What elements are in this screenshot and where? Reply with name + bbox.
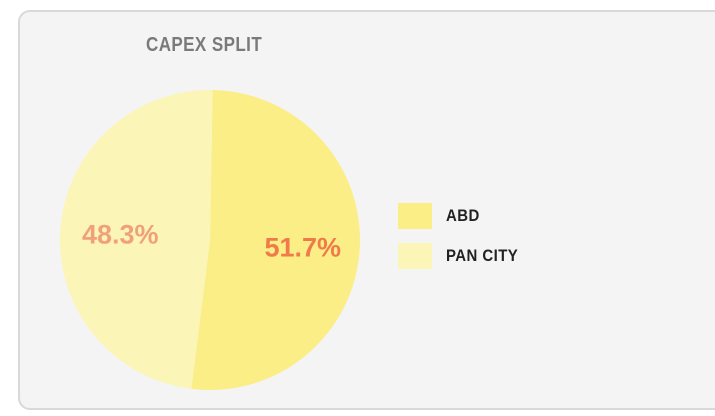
- pie-slice-abd: [191, 90, 360, 391]
- legend: ABD PAN CITY: [398, 203, 528, 283]
- legend-item-abd: ABD: [398, 203, 528, 229]
- legend-item-pan-city: PAN CITY: [398, 243, 528, 269]
- slice-label-pan-city: 48.3%: [82, 220, 159, 250]
- chart-title: CAPEX SPLIT: [146, 34, 263, 56]
- legend-swatch-abd: [398, 203, 432, 229]
- legend-swatch-pan-city: [398, 243, 432, 269]
- slice-label-abd: 51.7%: [264, 233, 341, 263]
- legend-label-pan-city: PAN CITY: [446, 246, 519, 265]
- legend-label-abd: ABD: [446, 206, 480, 225]
- pie-slice-pan-city: [59, 89, 213, 389]
